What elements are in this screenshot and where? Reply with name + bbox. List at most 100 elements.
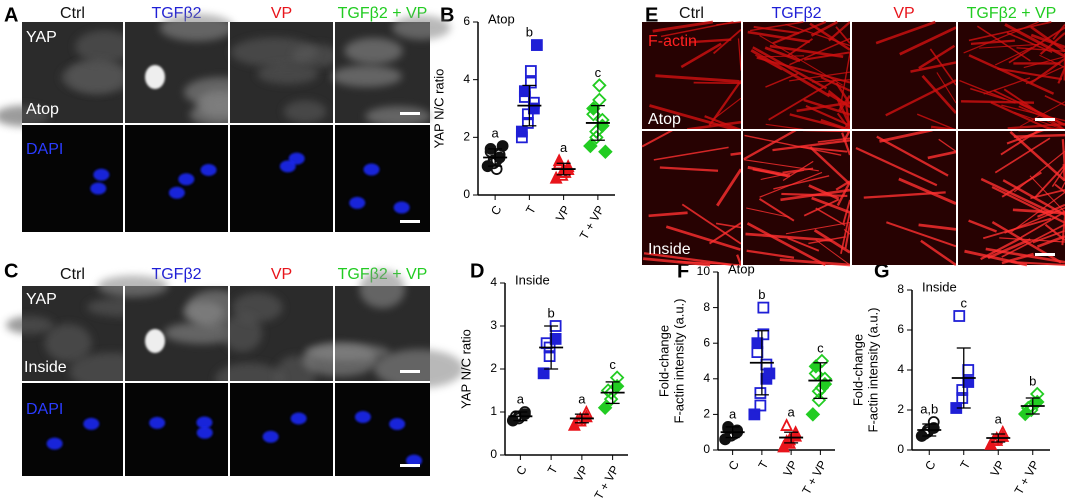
micrograph — [852, 128, 957, 267]
image-background — [230, 382, 333, 476]
data-point — [598, 144, 613, 160]
data-point — [524, 76, 537, 89]
image-label: Inside — [24, 359, 67, 376]
data-point — [757, 301, 770, 314]
fiber — [886, 221, 957, 248]
fiber — [929, 48, 957, 86]
micrograph — [0, 22, 136, 127]
fiber — [752, 168, 788, 178]
x-tick-label: T + VP — [591, 463, 622, 501]
y-tick-label: 2 — [897, 402, 904, 416]
fiber — [936, 72, 957, 104]
micrograph — [215, 286, 333, 396]
fiber — [839, 52, 851, 109]
image-label: Inside — [648, 241, 691, 258]
cell — [230, 37, 318, 67]
fiber — [759, 171, 823, 198]
x-tick-label: VP — [571, 463, 591, 484]
micrograph — [743, 20, 852, 132]
column-header: Ctrl — [60, 5, 85, 22]
fiber — [1030, 57, 1065, 85]
significance-letter: a — [578, 391, 586, 406]
data-point — [754, 399, 767, 412]
fiber — [835, 180, 851, 191]
micrograph — [97, 275, 246, 382]
fiber — [716, 168, 743, 207]
fiber — [809, 22, 851, 51]
chart-title: Inside — [515, 272, 550, 287]
data-point — [987, 432, 1001, 446]
y-axis-label: Fold-change — [850, 334, 865, 406]
fiber — [985, 247, 1065, 264]
fiber — [681, 203, 742, 245]
chart-title: Atop — [488, 11, 515, 26]
fiber — [994, 137, 1051, 174]
data-point — [956, 384, 969, 396]
fiber — [746, 249, 795, 259]
y-tick-label: 4 — [703, 371, 710, 385]
image-background — [230, 124, 333, 232]
panel-label: D — [470, 260, 484, 282]
fiber — [803, 198, 840, 217]
fiber — [747, 30, 810, 44]
cell — [61, 61, 136, 94]
cell — [305, 343, 390, 361]
fiber — [813, 228, 851, 254]
x-tick-label: C — [726, 458, 743, 473]
fiber — [987, 238, 1031, 260]
micrograph — [958, 21, 1065, 132]
fiber — [773, 175, 830, 190]
fiber — [1023, 56, 1065, 69]
fiber — [772, 139, 851, 152]
micrograph — [852, 20, 957, 132]
fiber — [815, 207, 846, 227]
fiber — [704, 115, 742, 132]
data-point — [543, 350, 556, 363]
data-point — [757, 328, 770, 341]
fiber — [970, 39, 1015, 46]
chart-title: Inside — [922, 279, 957, 294]
micrograph — [22, 124, 123, 232]
data-point — [530, 39, 543, 51]
x-tick-label: C — [922, 458, 939, 473]
fiber — [961, 100, 1035, 104]
image-label: YAP — [26, 291, 57, 308]
y-tick-label: 4 — [490, 275, 497, 289]
y-tick-label: 3 — [490, 318, 497, 332]
x-tick-label: VP — [987, 458, 1007, 479]
y-tick-label: 2 — [463, 130, 470, 144]
fiber — [1006, 32, 1053, 54]
nucleus — [145, 65, 165, 89]
micrograph — [230, 124, 333, 232]
fiber — [1030, 33, 1065, 49]
x-tick-label: T — [755, 458, 771, 472]
micrograph — [125, 124, 228, 232]
micrograph — [641, 129, 743, 267]
x-tick-label: C — [513, 463, 530, 478]
fiber — [1006, 129, 1045, 145]
cell — [365, 106, 431, 127]
image-background — [335, 124, 430, 232]
fiber — [920, 239, 957, 267]
fiber — [712, 28, 742, 55]
fiber — [789, 71, 851, 82]
y-tick-label: 4 — [463, 72, 470, 86]
y-tick-label: 8 — [703, 300, 710, 314]
fiber — [659, 166, 719, 172]
cell — [164, 322, 239, 344]
y-tick-label: 0 — [897, 442, 904, 456]
image-tint — [642, 130, 741, 265]
scale-bar — [1035, 253, 1055, 256]
data-point — [515, 131, 528, 144]
fiber — [916, 113, 957, 131]
fiber — [642, 257, 711, 267]
x-tick-label: C — [488, 203, 505, 218]
image-tint — [852, 22, 956, 130]
image-background — [125, 124, 228, 232]
fiber — [927, 150, 957, 160]
nucleus — [145, 329, 165, 353]
data-point — [589, 130, 604, 145]
fiber — [1004, 207, 1065, 234]
fiber — [665, 225, 741, 251]
